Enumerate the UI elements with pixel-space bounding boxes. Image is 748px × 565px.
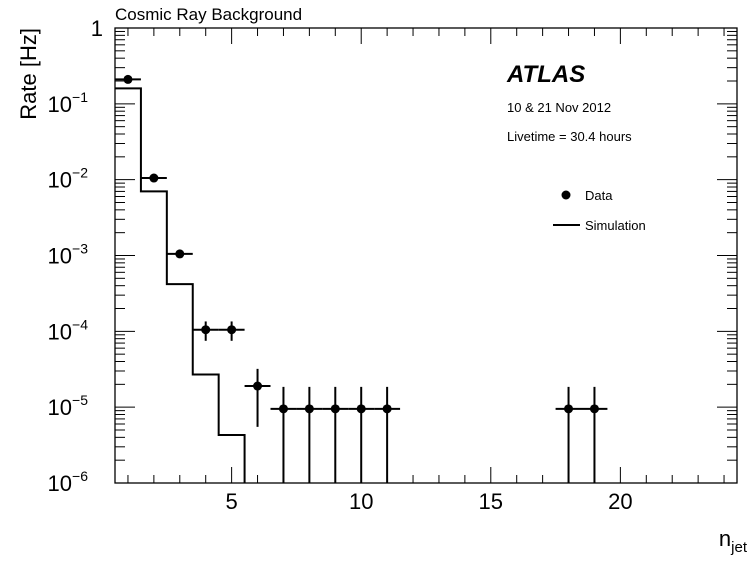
legend: Data Simulation [553, 188, 646, 233]
y-tick-label-exponent: −1 [72, 89, 88, 105]
y-tick-label: 10−1 [48, 89, 89, 117]
data-points [115, 74, 608, 483]
data-point [192, 321, 219, 341]
y-tick-label-base: 1 [91, 16, 103, 41]
axis-ticks [115, 27, 737, 484]
legend-data-label: Data [585, 188, 613, 203]
x-axis-label-sub: jet [730, 539, 748, 556]
data-point [218, 321, 245, 341]
y-axis-label: Rate [Hz] [16, 28, 41, 120]
data-point-marker [304, 404, 314, 414]
y-tick-label: 10−2 [48, 165, 89, 193]
y-tick-label-exponent: −6 [72, 468, 88, 484]
y-tick-label: 10−4 [48, 316, 89, 344]
data-point-marker [356, 404, 366, 414]
simulation-histogram [115, 87, 246, 483]
data-point-marker [330, 404, 340, 414]
plot-frame [114, 27, 738, 484]
data-point-marker [175, 249, 185, 259]
data-point [270, 386, 297, 483]
simulation-histogram-line [115, 87, 246, 483]
y-tick-label: 10−5 [48, 392, 89, 420]
x-axis-label-main: n [719, 526, 731, 551]
y-tick-label-exponent: −2 [72, 165, 88, 181]
y-tick-label-base: 10 [48, 168, 72, 193]
data-point [374, 386, 401, 483]
data-point [581, 386, 608, 483]
y-tick-label-exponent: −5 [72, 392, 88, 408]
y-tick-label-base: 10 [48, 319, 72, 344]
dates-label: 10 & 21 Nov 2012 [507, 100, 611, 115]
y-tick-label-exponent: −3 [72, 241, 88, 257]
legend-simulation-label: Simulation [585, 218, 646, 233]
y-tick-label: 10−6 [48, 468, 89, 496]
data-point [322, 386, 349, 483]
data-point-marker [382, 404, 392, 414]
data-point-marker [123, 74, 133, 84]
data-point [115, 74, 141, 84]
data-point [140, 173, 167, 183]
data-point [296, 386, 323, 483]
data-point-marker [589, 404, 599, 414]
y-tick-label-base: 10 [48, 244, 72, 269]
x-axis-label: njet [719, 526, 748, 556]
livetime-label: Livetime = 30.4 hours [507, 129, 632, 144]
data-point-marker [227, 325, 237, 335]
x-tick-label: 5 [226, 489, 238, 514]
data-point-marker [278, 404, 288, 414]
chart-title: Cosmic Ray Background [115, 5, 302, 24]
data-point-marker [564, 404, 574, 414]
data-point-marker [253, 381, 263, 391]
y-tick-label-base: 10 [48, 471, 72, 496]
data-point-marker [149, 173, 159, 183]
x-tick-label: 20 [608, 489, 632, 514]
y-tick-label-exponent: −4 [72, 316, 88, 332]
data-point [348, 386, 375, 483]
y-tick-label-base: 10 [48, 92, 72, 117]
atlas-label: ATLAS [506, 61, 585, 88]
y-tick-label: 10−3 [48, 241, 89, 269]
data-point [166, 249, 193, 259]
legend-data-marker [561, 190, 571, 200]
x-tick-label: 15 [479, 489, 503, 514]
y-tick-label-base: 10 [48, 395, 72, 420]
data-point [244, 368, 271, 427]
data-point-marker [201, 325, 211, 335]
x-tick-label: 10 [349, 489, 373, 514]
y-tick-label: 1 [91, 16, 103, 41]
data-point [555, 386, 582, 483]
